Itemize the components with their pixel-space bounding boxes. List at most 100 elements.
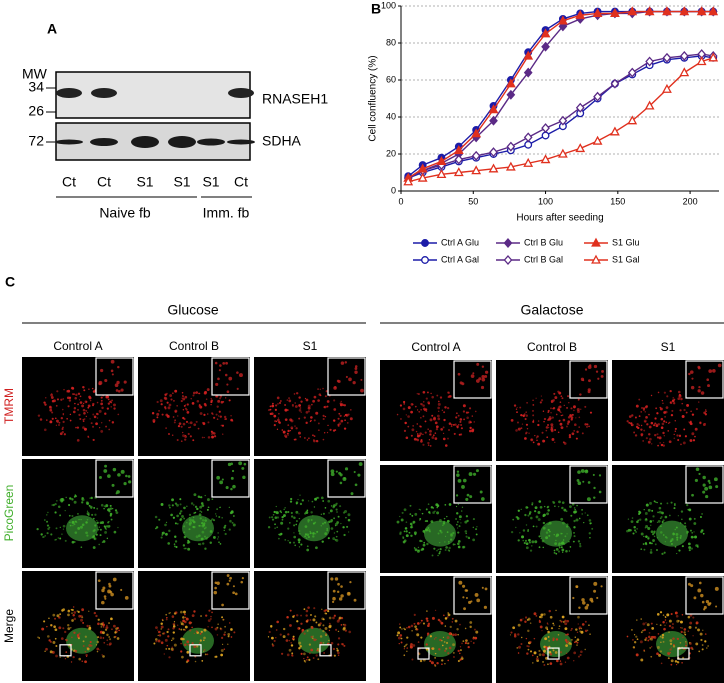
signal xyxy=(332,589,336,593)
signal xyxy=(456,527,459,529)
signal xyxy=(690,584,694,588)
signal xyxy=(199,496,201,499)
signal xyxy=(703,608,706,611)
signal xyxy=(60,398,63,401)
signal xyxy=(546,622,549,624)
signal xyxy=(227,632,231,636)
signal xyxy=(322,414,325,417)
signal xyxy=(343,644,346,647)
signal xyxy=(79,525,83,529)
signal xyxy=(445,641,449,645)
signal xyxy=(160,536,163,539)
signal xyxy=(472,538,476,542)
signal xyxy=(587,390,591,394)
signal xyxy=(662,431,665,435)
signal xyxy=(224,631,226,633)
signal xyxy=(517,427,521,431)
signal xyxy=(413,531,417,535)
signal xyxy=(666,395,669,398)
signal xyxy=(293,524,296,527)
signal xyxy=(465,411,469,414)
signal xyxy=(643,650,646,652)
signal xyxy=(653,530,656,533)
signal xyxy=(431,616,435,620)
signal xyxy=(166,414,170,418)
signal xyxy=(62,524,66,528)
signal xyxy=(77,513,79,515)
signal xyxy=(177,624,179,626)
signal xyxy=(534,510,537,513)
signal xyxy=(542,521,546,525)
signal xyxy=(515,516,518,519)
signal xyxy=(201,659,204,662)
signal xyxy=(223,526,226,529)
signal xyxy=(684,522,687,525)
signal xyxy=(349,581,352,584)
signal xyxy=(540,395,542,397)
marker xyxy=(489,147,498,158)
signal xyxy=(298,409,302,412)
signal xyxy=(308,658,311,661)
signal xyxy=(660,525,662,528)
signal xyxy=(196,507,199,511)
signal xyxy=(206,508,209,511)
signal xyxy=(298,404,301,407)
signal xyxy=(565,510,568,513)
signal xyxy=(309,532,312,535)
signal xyxy=(584,368,588,371)
signal xyxy=(154,515,158,519)
signal xyxy=(411,658,414,661)
signal xyxy=(167,406,171,410)
signal xyxy=(297,538,301,542)
signal xyxy=(543,420,545,423)
signal xyxy=(199,405,203,409)
signal xyxy=(332,647,336,651)
signal xyxy=(700,391,705,395)
signal xyxy=(547,509,550,512)
signal xyxy=(167,433,170,436)
marker xyxy=(708,52,719,62)
signal xyxy=(562,418,566,422)
signal xyxy=(578,426,580,428)
signal xyxy=(338,597,343,601)
signal xyxy=(194,505,198,509)
signal xyxy=(102,655,105,658)
signal xyxy=(82,408,86,412)
signal xyxy=(156,416,159,419)
signal xyxy=(100,430,104,433)
signal xyxy=(205,517,207,519)
signal xyxy=(537,518,541,522)
signal xyxy=(698,650,701,653)
signal xyxy=(647,526,651,530)
signal xyxy=(582,480,585,483)
signal xyxy=(679,409,682,412)
signal xyxy=(292,638,295,641)
signal xyxy=(70,386,74,390)
signal xyxy=(317,388,319,390)
signal xyxy=(589,537,591,539)
signal xyxy=(344,467,349,471)
signal xyxy=(425,410,428,412)
signal xyxy=(660,502,663,505)
signal xyxy=(57,537,59,539)
signal xyxy=(576,504,578,507)
series-line xyxy=(407,53,714,179)
signal xyxy=(564,535,567,538)
signal xyxy=(335,538,339,542)
signal xyxy=(306,509,309,512)
signal xyxy=(310,648,314,652)
signal xyxy=(526,652,529,655)
signal xyxy=(298,541,301,544)
signal xyxy=(106,525,108,527)
signal xyxy=(662,402,664,404)
signal xyxy=(636,528,638,530)
signal xyxy=(346,591,351,596)
band xyxy=(55,139,83,145)
signal xyxy=(316,649,319,652)
signal xyxy=(80,618,83,622)
signal xyxy=(229,576,232,580)
signal xyxy=(563,404,565,407)
signal xyxy=(307,519,310,522)
signal xyxy=(695,467,700,472)
signal xyxy=(345,415,348,417)
